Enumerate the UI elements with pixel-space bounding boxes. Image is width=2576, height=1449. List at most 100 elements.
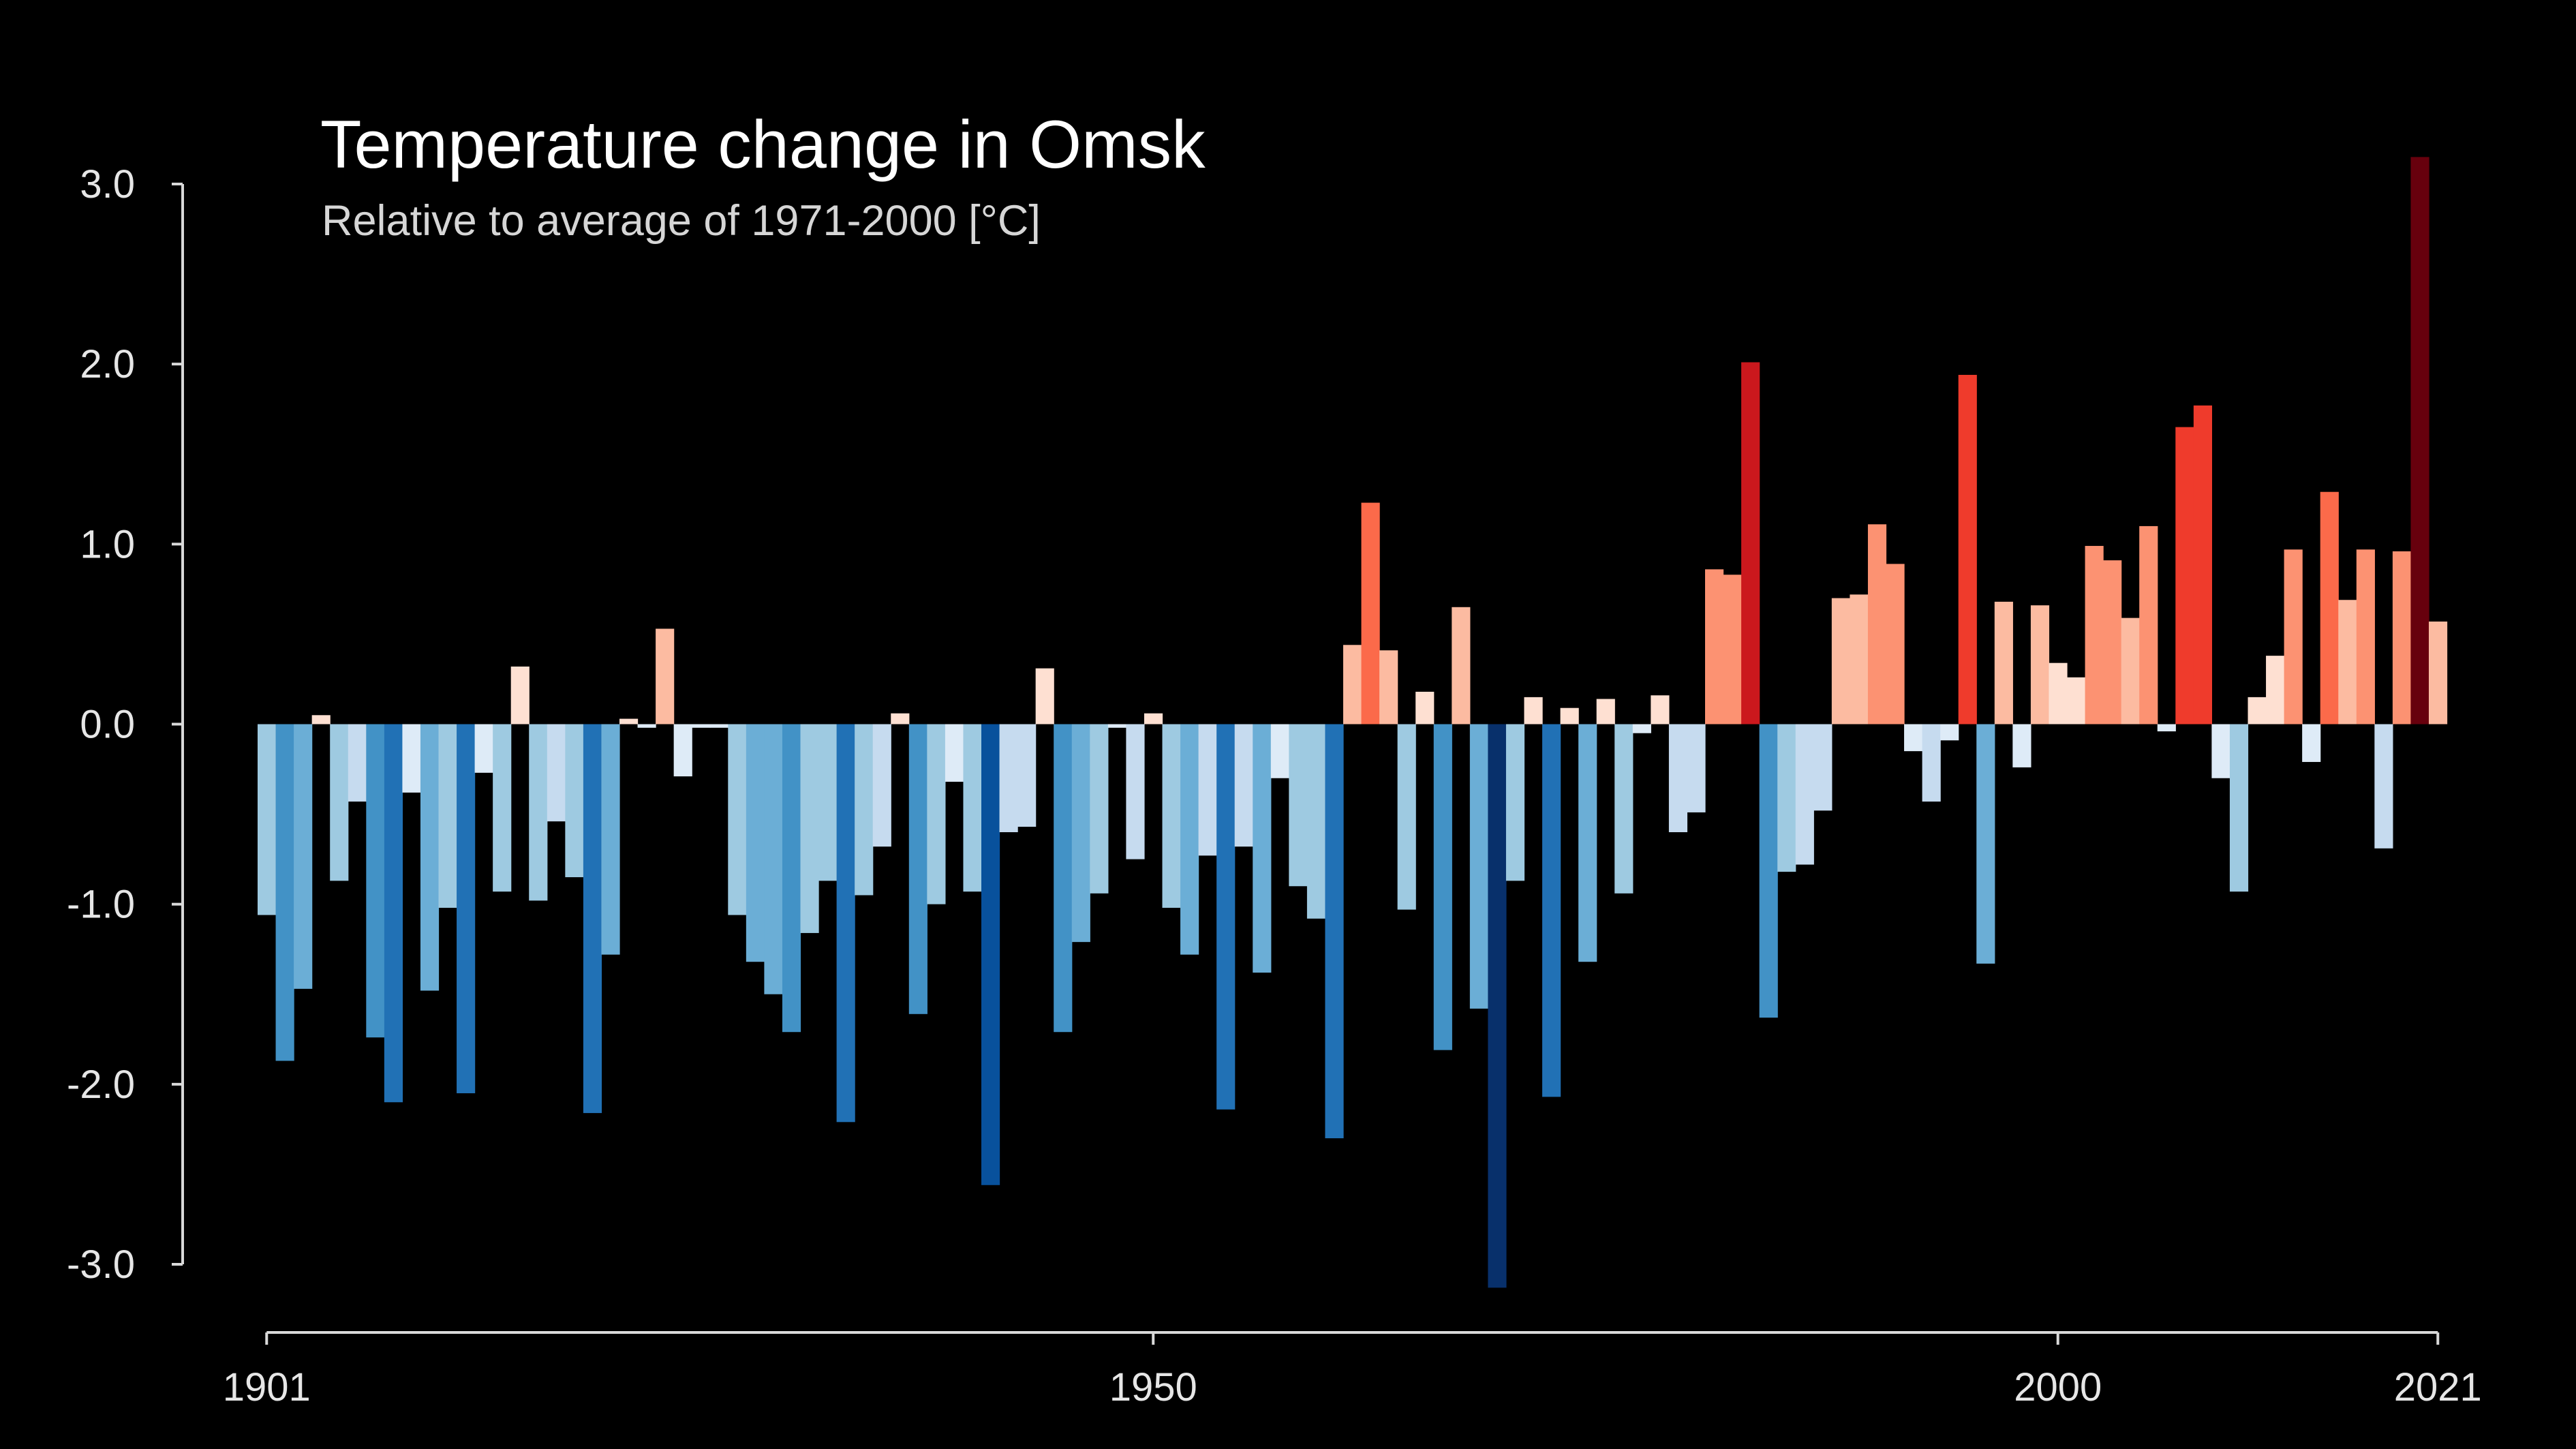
bar-2013 (2284, 549, 2303, 724)
bar-1939 (945, 724, 964, 782)
bar-1958 (1289, 724, 1308, 887)
bar-1936 (891, 713, 910, 724)
bar-1913 (474, 724, 493, 773)
bar-1927 (728, 724, 747, 915)
bar-1991 (1886, 564, 1905, 724)
bar-1993 (1922, 724, 1941, 802)
bar-1978 (1651, 695, 1670, 724)
bar-1901 (258, 724, 277, 915)
bar-1904 (311, 715, 331, 724)
bar-1970 (1505, 724, 1525, 881)
bar-1980 (1687, 724, 1706, 812)
bar-1961 (1343, 645, 1362, 724)
bar-1917 (547, 724, 566, 822)
bar-1933 (836, 724, 855, 1123)
y-tick-label: -2.0 (67, 1063, 135, 1107)
bar-1918 (565, 724, 584, 878)
bar-1967 (1452, 607, 1471, 724)
bar-1948 (1107, 724, 1126, 728)
bar-1969 (1488, 724, 1507, 1288)
bar-1925 (692, 724, 711, 728)
bar-1905 (330, 724, 349, 881)
bar-1987 (1813, 724, 1833, 811)
y-tick-label: -1.0 (67, 883, 135, 927)
bar-1976 (1614, 724, 1634, 894)
bar-1951 (1162, 724, 1181, 908)
bar-1942 (999, 724, 1018, 832)
bar-1946 (1071, 724, 1090, 943)
y-tick-label: -3.0 (67, 1242, 135, 1287)
bar-1989 (1850, 594, 1869, 724)
bar-2008 (2193, 405, 2212, 724)
bar-1940 (963, 724, 982, 892)
bar-1910 (420, 724, 440, 991)
bar-1921 (619, 718, 639, 724)
bar-1997 (1994, 601, 2013, 724)
bar-1929 (764, 724, 783, 994)
bar-1932 (818, 724, 838, 881)
bar-2007 (2175, 427, 2194, 724)
bar-1924 (673, 724, 692, 777)
bar-1996 (1976, 724, 1995, 964)
bar-1920 (601, 724, 620, 955)
bar-1938 (927, 724, 946, 904)
bar-1943 (1017, 724, 1037, 827)
bar-1919 (583, 724, 602, 1114)
bar-1963 (1379, 650, 1398, 724)
bar-1966 (1433, 724, 1452, 1050)
bar-2003 (2103, 560, 2122, 724)
bar-1955 (1234, 724, 1253, 847)
bar-1934 (855, 724, 874, 896)
bar-1954 (1216, 724, 1236, 1110)
bar-1928 (746, 724, 765, 962)
bar-1985 (1777, 724, 1796, 872)
bar-1982 (1723, 575, 1742, 724)
bar-1979 (1668, 724, 1688, 832)
bar-1902 (275, 724, 294, 1061)
bar-1909 (402, 724, 421, 793)
bars-group (258, 157, 2448, 1288)
bar-1975 (1596, 699, 1615, 724)
bar-1974 (1578, 724, 1597, 962)
bar-2010 (2229, 724, 2249, 892)
bar-1998 (2012, 724, 2031, 767)
bar-1977 (1632, 724, 1651, 733)
bar-1956 (1253, 724, 1272, 973)
bar-1953 (1198, 724, 1217, 856)
bar-1968 (1469, 724, 1488, 1009)
bar-1986 (1795, 724, 1814, 865)
bar-1964 (1397, 724, 1416, 910)
bar-1949 (1126, 724, 1145, 859)
x-tick-label: 2000 (2014, 1365, 2102, 1409)
bar-1944 (1035, 668, 1054, 724)
chart-title: Temperature change in Omsk (320, 106, 1206, 182)
y-tick-label: 1.0 (80, 522, 135, 566)
y-axis: 3.0 2.0 1.0 0.0 -1.0 -2.0 -3.0 (67, 162, 184, 1287)
bar-2020 (2410, 157, 2429, 724)
bar-2012 (2266, 656, 2285, 724)
bar-1990 (1867, 524, 1887, 724)
bar-1935 (872, 724, 891, 847)
bar-1937 (908, 724, 927, 1014)
bar-1994 (1940, 724, 1959, 741)
chart-subtitle: Relative to average of 1971-2000 [°C] (322, 197, 1041, 245)
bar-1957 (1270, 724, 1289, 778)
bar-2009 (2211, 724, 2230, 778)
bar-1995 (1958, 375, 1977, 724)
bar-1926 (709, 724, 729, 728)
bar-2000 (2049, 662, 2068, 724)
bar-1972 (1542, 724, 1561, 1097)
bar-1945 (1054, 724, 1073, 1033)
y-tick-label: 3.0 (80, 162, 135, 207)
bar-2011 (2248, 697, 2267, 724)
bar-1983 (1741, 362, 1760, 724)
bar-1941 (981, 724, 1000, 1185)
y-tick-label: 2.0 (80, 342, 135, 386)
bar-2018 (2374, 724, 2393, 849)
bar-1999 (2030, 605, 2050, 724)
bar-1916 (529, 724, 548, 901)
bar-2005 (2139, 525, 2158, 724)
bar-1952 (1180, 724, 1199, 955)
bar-1908 (384, 724, 403, 1103)
